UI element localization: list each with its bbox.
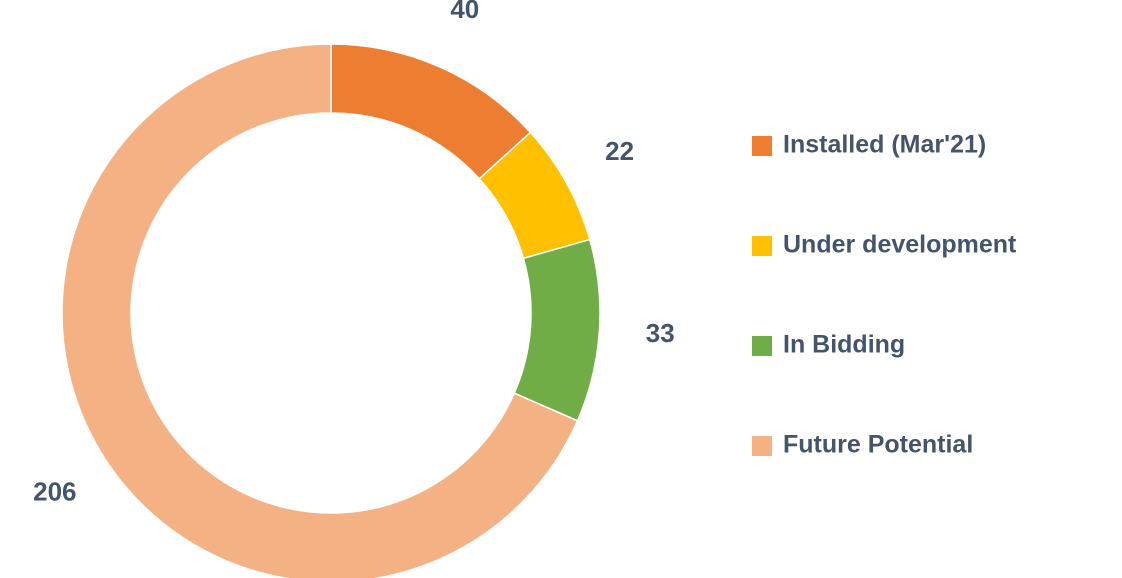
data-label: 33 <box>646 318 675 348</box>
legend-swatch <box>752 236 772 256</box>
legend-swatch <box>752 436 772 456</box>
legend-label: Future Potential <box>783 431 973 459</box>
legend-label: Under development <box>783 231 1017 259</box>
data-label: 206 <box>33 477 76 507</box>
legend-swatch <box>752 336 772 356</box>
legend-label: In Bidding <box>783 331 905 359</box>
legend-swatch <box>752 136 772 156</box>
legend-label: Installed (Mar'21) <box>783 131 986 159</box>
data-label: 22 <box>605 136 634 166</box>
data-label: 40 <box>450 0 479 24</box>
donut-slice <box>513 238 601 422</box>
